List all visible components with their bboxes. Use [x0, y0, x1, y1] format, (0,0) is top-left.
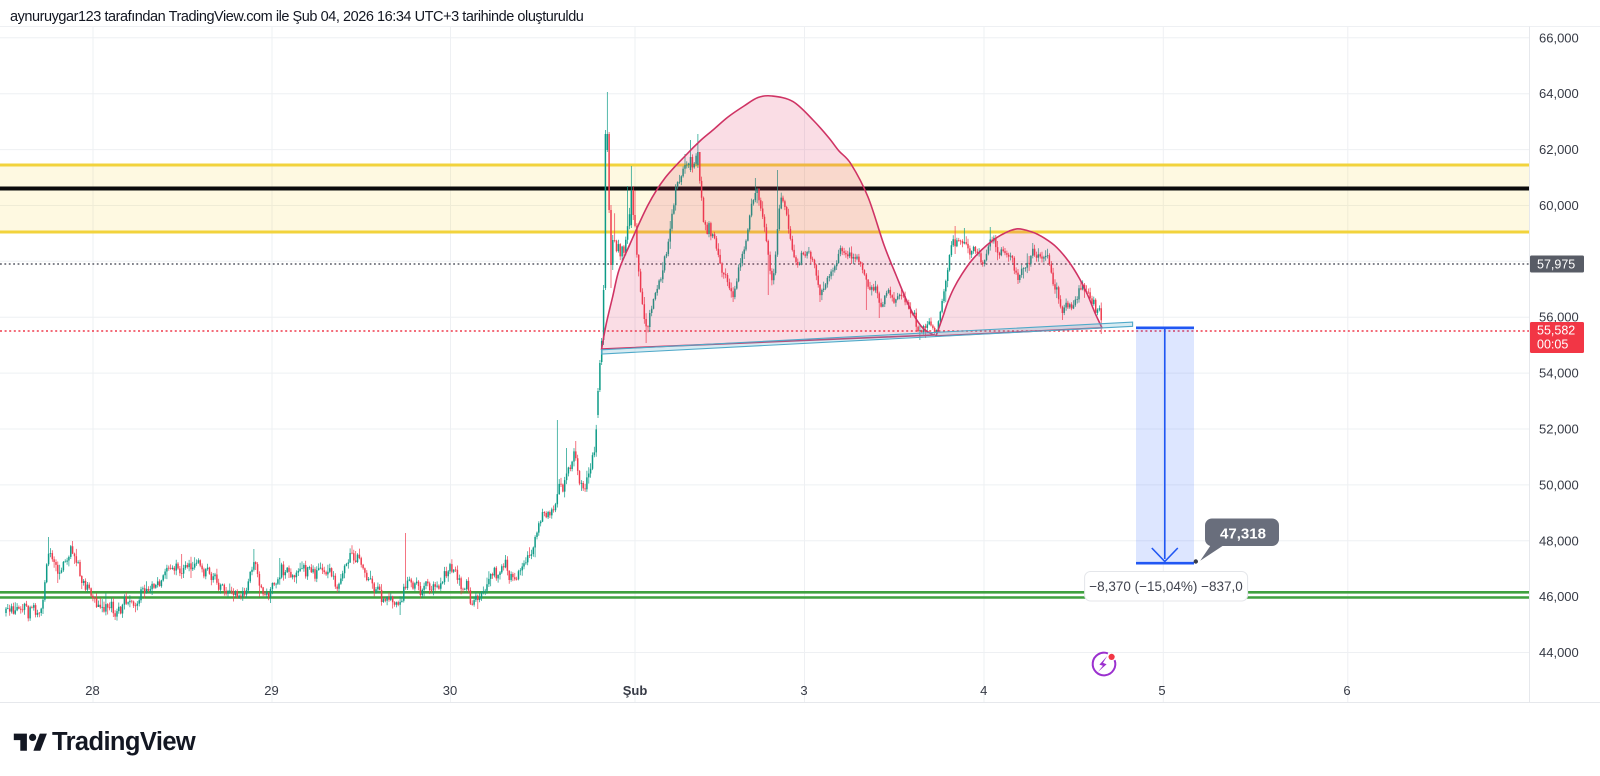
svg-text:3: 3	[800, 683, 807, 698]
svg-text:54,000: 54,000	[1539, 366, 1579, 381]
svg-text:64,000: 64,000	[1539, 86, 1579, 101]
svg-text:52,000: 52,000	[1539, 422, 1579, 437]
svg-text:44,000: 44,000	[1539, 645, 1579, 660]
svg-text:47,318: 47,318	[1220, 526, 1266, 543]
svg-text:60,000: 60,000	[1539, 198, 1579, 213]
svg-text:56,000: 56,000	[1539, 310, 1579, 325]
svg-text:Şub: Şub	[623, 683, 648, 698]
svg-text:62,000: 62,000	[1539, 142, 1579, 157]
svg-text:46,000: 46,000	[1539, 589, 1579, 604]
svg-text:TradingView: TradingView	[52, 728, 196, 756]
svg-text:aynuruygar123 tarafından Tradi: aynuruygar123 tarafından TradingView.com…	[10, 9, 584, 25]
svg-text:−8,370 (−15,04%) −837,0: −8,370 (−15,04%) −837,0	[1089, 579, 1243, 594]
svg-text:00:05: 00:05	[1537, 338, 1568, 352]
svg-text:48,000: 48,000	[1539, 533, 1579, 548]
svg-text:30: 30	[443, 683, 457, 698]
svg-text:55,582: 55,582	[1537, 324, 1575, 338]
svg-text:6: 6	[1343, 683, 1350, 698]
svg-text:29: 29	[264, 683, 278, 698]
svg-text:66,000: 66,000	[1539, 30, 1579, 45]
svg-text:28: 28	[85, 683, 99, 698]
svg-text:4: 4	[980, 683, 987, 698]
svg-text:50,000: 50,000	[1539, 477, 1579, 492]
svg-text:57,975: 57,975	[1537, 258, 1575, 272]
svg-text:5: 5	[1158, 683, 1165, 698]
